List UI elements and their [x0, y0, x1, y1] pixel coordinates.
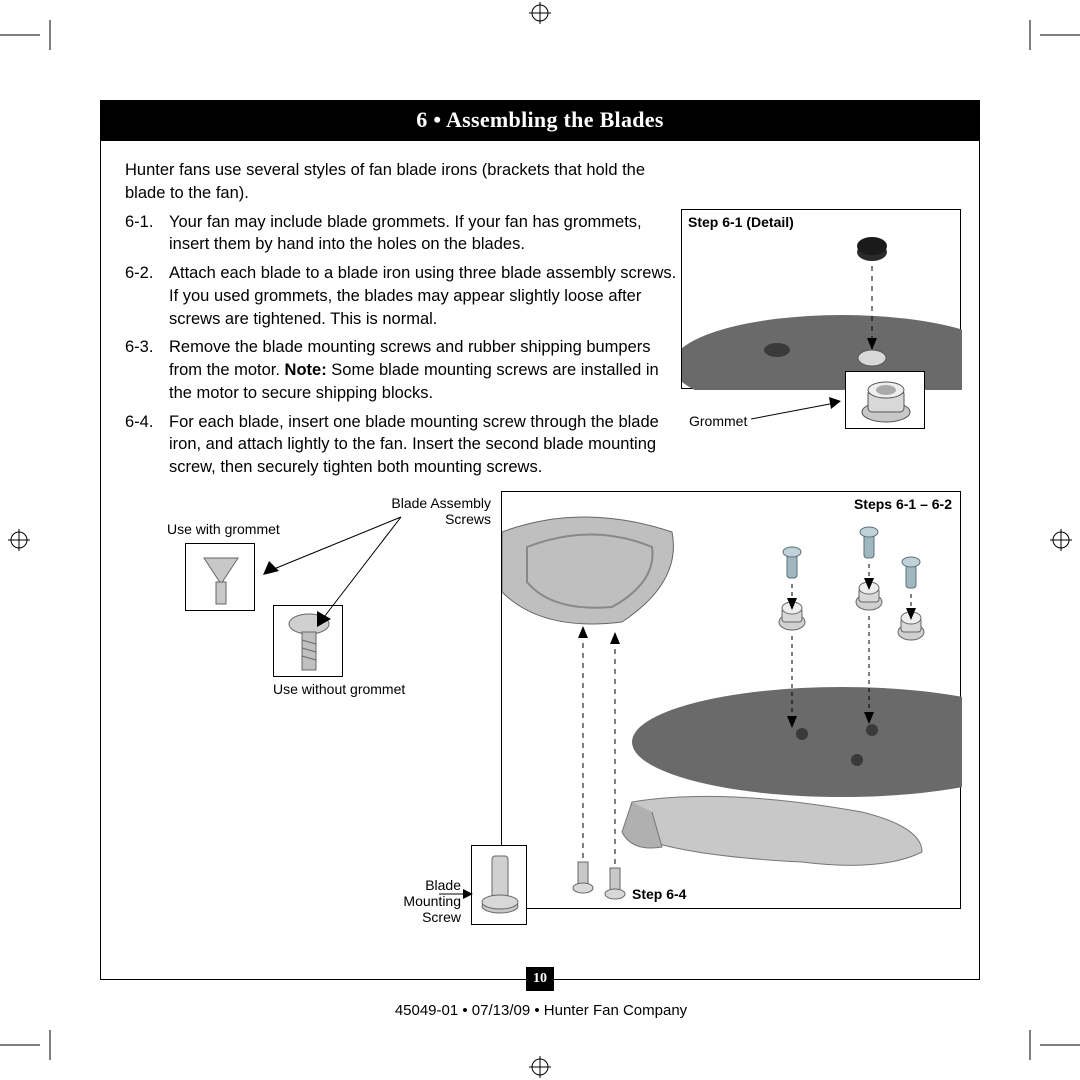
- page-number: 10: [526, 967, 554, 991]
- step-6-1: 6-1. Your fan may include blade grommets…: [125, 211, 685, 257]
- screw-with-grommet-icon: [186, 544, 256, 612]
- note-label: Note:: [285, 361, 327, 379]
- step-text: Remove the blade mounting screws and rub…: [169, 336, 685, 404]
- footer-text: 45049-01 • 07/13/09 • Hunter Fan Company: [101, 1002, 981, 1019]
- step-6-3: 6-3. Remove the blade mounting screws an…: [125, 336, 685, 404]
- step-text: Your fan may include blade grommets. If …: [169, 211, 685, 257]
- screw-leader-lines: [251, 511, 451, 671]
- mounting-screw-icon: [472, 846, 528, 926]
- main-assembly-illustration: [502, 492, 962, 910]
- grommet-detail-illustration: [682, 210, 962, 390]
- step-6-4: 6-4. For each blade, insert one blade mo…: [125, 411, 685, 479]
- intro-text: Hunter fans use several styles of fan bl…: [125, 159, 685, 205]
- grommet-callout-box: [845, 371, 925, 429]
- step-text: For each blade, insert one blade mountin…: [169, 411, 685, 479]
- mounting-screw-box: [471, 845, 527, 925]
- grommet-callout-label: Grommet: [689, 413, 747, 429]
- grommet-leader-line: [751, 397, 847, 427]
- section-title: 6 • Assembling the Blades: [101, 101, 979, 141]
- step-number: 6-2.: [125, 262, 169, 330]
- screw-with-grommet-box: [185, 543, 255, 611]
- step-number: 6-4.: [125, 411, 169, 479]
- figure-detail-label: Step 6-1 (Detail): [688, 214, 794, 230]
- step-text: Attach each blade to a blade iron using …: [169, 262, 685, 330]
- figure-main-label: Steps 6-1 – 6-2: [854, 496, 952, 512]
- step-number: 6-1.: [125, 211, 169, 257]
- mounting-screw-leader: [439, 887, 479, 901]
- step-number: 6-3.: [125, 336, 169, 404]
- step-6-2: 6-2. Attach each blade to a blade iron u…: [125, 262, 685, 330]
- figure-step64-label: Step 6-4: [632, 886, 686, 902]
- mounting-screw-text: Blade Mounting Screw: [403, 877, 461, 925]
- use-without-grommet-label: Use without grommet: [273, 681, 405, 697]
- figure-main-box: Steps 6-1 – 6-2 Step 6-4: [501, 491, 961, 909]
- mounting-screw-label: Blade Mounting Screw: [371, 877, 461, 925]
- figure-detail-box: Step 6-1 (Detail): [681, 209, 961, 389]
- page-frame: 6 • Assembling the Blades Hunter fans us…: [100, 100, 980, 980]
- grommet-icon: [846, 372, 926, 430]
